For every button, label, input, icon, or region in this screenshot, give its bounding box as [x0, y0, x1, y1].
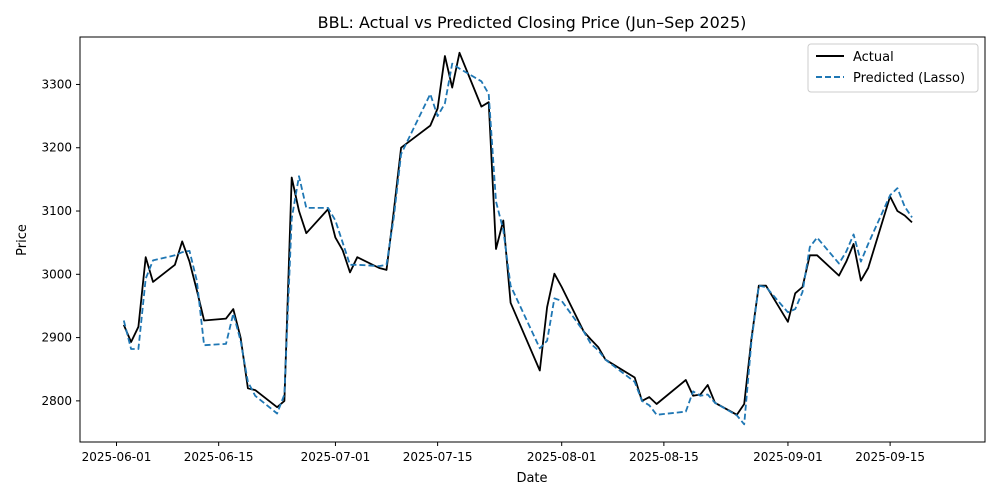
- x-tick-label: 2025-09-15: [855, 450, 925, 464]
- x-tick-label: 2025-09-01: [753, 450, 823, 464]
- legend-box: [807, 43, 979, 93]
- x-tick-label: 2025-07-15: [403, 450, 473, 464]
- y-tick-label: 3200: [41, 141, 72, 155]
- x-axis-label: Date: [516, 471, 547, 486]
- legend: Actual Predicted (Lasso): [807, 43, 979, 93]
- x-tick-label: 2025-06-15: [184, 450, 254, 464]
- plot-frame: [79, 36, 986, 443]
- y-axis: 2800 2900 3000 3100 3200 3300: [41, 77, 80, 408]
- y-axis-label: Price: [15, 224, 30, 256]
- x-tick-label: 2025-08-15: [629, 450, 699, 464]
- x-axis: 2025-06-01 2025-06-15 2025-07-01 2025-07-15…: [82, 442, 925, 464]
- y-tick-label: 2800: [41, 394, 72, 408]
- legend-label-predicted: Predicted (Lasso): [853, 71, 965, 86]
- series-line-predicted: [122, 62, 913, 426]
- chart-title: BBL: Actual vs Predicted Closing Price (…: [318, 13, 747, 32]
- y-tick-label: 2900: [41, 331, 72, 345]
- y-tick-label: 3300: [41, 77, 72, 91]
- y-tick-label: 3100: [41, 204, 72, 218]
- x-tick-label: 2025-07-01: [301, 450, 371, 464]
- x-tick-label: 2025-08-01: [527, 450, 597, 464]
- y-tick-label: 3000: [41, 267, 72, 281]
- legend-label-actual: Actual: [853, 50, 894, 65]
- plot-area: [122, 51, 913, 426]
- x-tick-label: 2025-06-01: [82, 450, 152, 464]
